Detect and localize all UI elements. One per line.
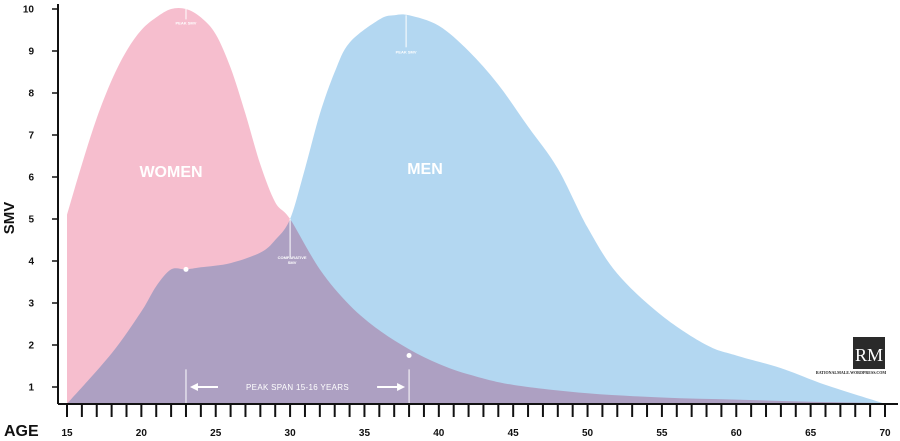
x-tick-label-15: 15 xyxy=(61,428,73,439)
x-tick-label-30: 30 xyxy=(285,428,297,439)
x-tick-label-35: 35 xyxy=(359,428,371,439)
chart-areas xyxy=(67,7,885,404)
y-tick-label-5: 5 xyxy=(28,215,34,226)
watermark-logo: RM RATIONALMALE.WORDPRESS.COM xyxy=(816,337,887,375)
comparative-label-line2: SMV xyxy=(288,260,297,265)
y-axis-title: SMV xyxy=(1,202,18,235)
x-tick-label-55: 55 xyxy=(656,428,668,439)
peak-label-women: PEAK SMV xyxy=(176,20,197,25)
x-tick-label-70: 70 xyxy=(879,428,891,439)
comparative-label-line1: COMPARATIVE xyxy=(278,255,307,260)
peak-label-men: PEAK SMV xyxy=(396,49,417,54)
y-tick-label-10: 10 xyxy=(23,5,35,16)
y-tick-label-3: 3 xyxy=(28,299,34,310)
y-tick-label-9: 9 xyxy=(28,47,34,58)
y-tick-label-2: 2 xyxy=(28,341,34,352)
logo-box xyxy=(853,337,885,369)
peak-span-label: PEAK SPAN 15-16 YEARS xyxy=(246,383,349,392)
peak-span-right-arrow-head xyxy=(397,383,406,391)
logo-mark: RM xyxy=(855,345,883,365)
x-tick-label-20: 20 xyxy=(136,428,148,439)
series-label-men: MEN xyxy=(407,161,443,178)
x-tick-label-50: 50 xyxy=(582,428,594,439)
marker-dot-1 xyxy=(183,266,189,272)
marker-dot-2 xyxy=(406,353,412,358)
logo-url: RATIONALMALE.WORDPRESS.COM xyxy=(816,370,887,375)
peak-span-left-arrow-head xyxy=(189,383,198,391)
y-tick-label-8: 8 xyxy=(28,89,34,100)
y-tick-label-4: 4 xyxy=(28,257,34,268)
y-tick-label-6: 6 xyxy=(28,173,34,184)
x-tick-label-25: 25 xyxy=(210,428,222,439)
y-tick-label-1: 1 xyxy=(28,383,34,394)
x-axis-title: AGE xyxy=(4,423,39,440)
x-tick-label-45: 45 xyxy=(508,428,520,439)
y-tick-label-7: 7 xyxy=(28,131,34,142)
x-tick-label-40: 40 xyxy=(433,428,445,439)
series-label-women: WOMEN xyxy=(139,164,202,181)
x-tick-label-60: 60 xyxy=(731,428,743,439)
x-tick-label-65: 65 xyxy=(805,428,817,439)
series-area-men xyxy=(67,14,885,404)
